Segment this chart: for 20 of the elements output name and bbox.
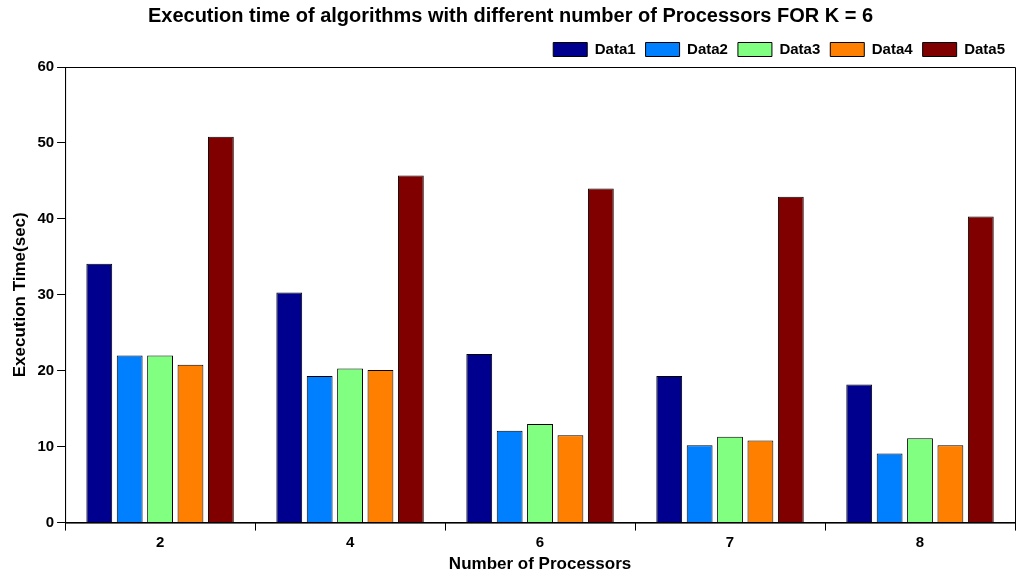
x-axis-title: Number of Processors	[448, 554, 632, 574]
x-tick-label: 6	[535, 532, 545, 550]
y-tick-label: 10	[37, 436, 55, 454]
legend-label: Data4	[871, 39, 914, 57]
x-tick-label: 8	[915, 532, 925, 550]
x-tick-label: 2	[155, 532, 165, 550]
legend-label: Data3	[779, 39, 821, 57]
chart-title: Execution time of algorithms with different number of Processors FOR K = 6	[147, 3, 874, 26]
x-tick-label: 4	[345, 532, 355, 550]
legend-label: Data1	[594, 39, 636, 57]
legend-label: Data5	[964, 39, 1005, 57]
y-axis-title: Execution Time(sec)	[9, 212, 29, 378]
legend-label: Data2	[687, 39, 728, 57]
y-tick-label: 50	[37, 133, 55, 151]
y-tick-label: 0	[45, 512, 55, 530]
y-tick-label: 40	[37, 209, 55, 227]
y-tick-label: 60	[37, 57, 55, 75]
x-tick-label: 7	[725, 532, 735, 550]
y-tick-label: 30	[37, 284, 55, 302]
y-tick-label: 20	[37, 360, 55, 378]
